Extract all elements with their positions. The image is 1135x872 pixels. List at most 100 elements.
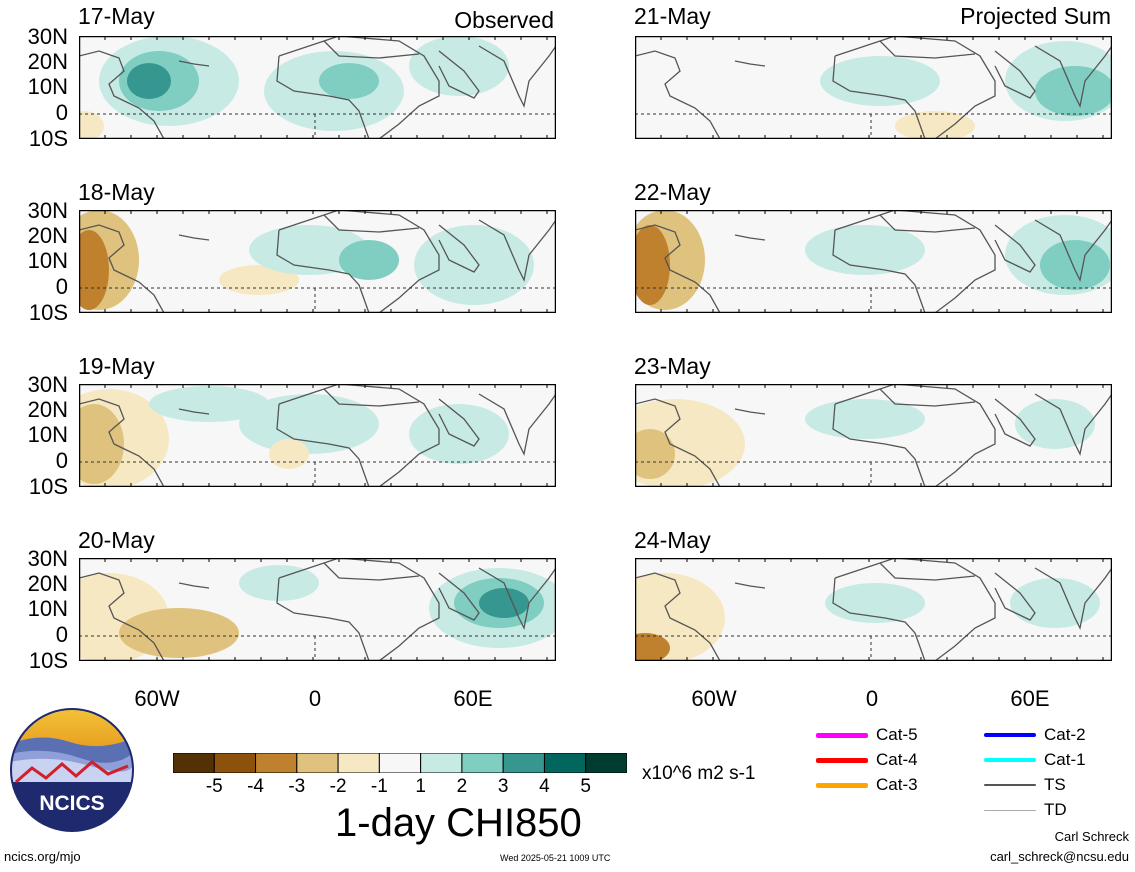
lon-label: 0	[308, 686, 322, 711]
colorbar-swatch	[378, 752, 422, 774]
lon-label: 60E	[1010, 686, 1050, 711]
coastline	[994, 50, 1036, 99]
lat-label: 20N	[27, 223, 68, 248]
coastline	[438, 398, 480, 447]
coastline	[635, 224, 721, 313]
anomaly-contour	[635, 225, 670, 305]
anomaly-contour	[319, 63, 379, 99]
ncics-logo: NCICS	[10, 708, 134, 832]
coastline	[79, 224, 165, 313]
footer-email: carl_schreck@ncsu.edu	[990, 849, 1129, 864]
lat-label: 10S	[28, 126, 68, 151]
anomaly-contour	[339, 240, 399, 280]
storm-legend-label: Cat-2	[1044, 725, 1086, 744]
lat-label: 10N	[27, 74, 68, 99]
coastline	[879, 388, 976, 407]
anomaly-contour	[79, 404, 124, 484]
date-label-projected: 23-May	[634, 353, 711, 379]
coastline	[879, 562, 976, 581]
colorbar-tick-label: 3	[497, 776, 509, 797]
lat-label: 30N	[27, 24, 68, 49]
map-panel	[635, 210, 1112, 313]
anomaly-contour	[1010, 578, 1100, 628]
coastline	[832, 229, 926, 313]
coastline	[478, 219, 556, 282]
coastline	[178, 234, 210, 241]
date-label-projected: 22-May	[634, 179, 711, 205]
coastline	[834, 558, 996, 661]
coastline	[278, 384, 440, 487]
lat-label: 30N	[27, 372, 68, 397]
coastline	[734, 408, 766, 415]
coastline	[178, 408, 210, 415]
coastline	[1034, 393, 1112, 456]
anomaly-contour	[1040, 240, 1110, 290]
date-label-observed: 18-May	[78, 179, 155, 205]
storm-legend-line	[984, 809, 1036, 811]
colorbar-tick-label: -4	[247, 776, 264, 797]
lat-label: 10N	[27, 248, 68, 273]
coastline	[834, 36, 996, 139]
coastline	[276, 229, 370, 313]
storm-legend-label: TD	[1044, 800, 1067, 819]
coastline	[879, 40, 976, 59]
coastline	[834, 384, 996, 487]
lat-label: 10N	[27, 596, 68, 621]
colorbar-swatch	[296, 752, 339, 774]
coastline	[994, 224, 1036, 273]
lat-label: 0	[55, 448, 68, 473]
footer-timestamp: Wed 2025-05-21 1009 UTC	[500, 853, 611, 863]
anomaly-contour	[79, 230, 109, 310]
anomaly-contour	[79, 111, 104, 139]
colorbar-title: 1-day CHI850	[335, 801, 582, 845]
colorbar-tick-label: -3	[288, 776, 306, 797]
anomaly-contour	[820, 56, 940, 106]
storm-legend-label: TS	[1044, 775, 1066, 794]
storm-legend-line	[816, 757, 868, 763]
coastline	[178, 60, 210, 67]
coastline	[832, 403, 926, 487]
lat-label: 10S	[28, 648, 68, 673]
date-label-observed: 19-May	[78, 353, 155, 379]
map-panel	[79, 36, 556, 139]
colorbar	[172, 752, 628, 778]
colorbar-swatch	[255, 752, 298, 774]
anomaly-contour	[635, 429, 675, 479]
colorbar-swatch	[585, 752, 628, 774]
coastline	[79, 572, 165, 661]
coastline	[1034, 219, 1112, 282]
anomaly-contour	[479, 588, 529, 618]
lon-label: 60E	[453, 686, 493, 711]
coastline	[635, 572, 721, 661]
anomaly-contour	[119, 608, 239, 658]
coastline	[276, 55, 370, 139]
anomaly-contour	[635, 633, 670, 661]
storm-legend-line	[816, 782, 868, 788]
colorbar-swatch	[337, 752, 380, 774]
coastline	[323, 388, 420, 407]
coastline	[734, 582, 766, 589]
lat-label: 0	[55, 622, 68, 647]
map-panel	[79, 384, 556, 487]
coastline	[278, 210, 440, 313]
lat-label: 20N	[27, 571, 68, 596]
colorbar-swatch	[502, 752, 545, 774]
colorbar-tick-label: 5	[580, 776, 592, 797]
coastline	[438, 50, 480, 99]
coastline	[832, 577, 926, 661]
anomaly-contour	[409, 404, 509, 464]
coastline	[832, 55, 926, 139]
storm-legend-label: Cat-5	[876, 725, 918, 744]
anomaly-contour	[414, 225, 534, 305]
coastline	[635, 50, 721, 139]
colorbar-units: x10^6 m2 s-1	[642, 763, 756, 784]
logo-text: NCICS	[39, 792, 104, 815]
observed-column-title: Observed	[454, 7, 554, 33]
storm-legend-label: Cat-3	[876, 775, 918, 794]
coastline	[1034, 45, 1112, 108]
colorbar-swatch	[461, 752, 504, 774]
coastline	[834, 210, 996, 313]
footer-author: Carl Schreck	[1054, 829, 1129, 844]
coastline	[178, 582, 210, 589]
colorbar-swatch	[172, 752, 215, 774]
